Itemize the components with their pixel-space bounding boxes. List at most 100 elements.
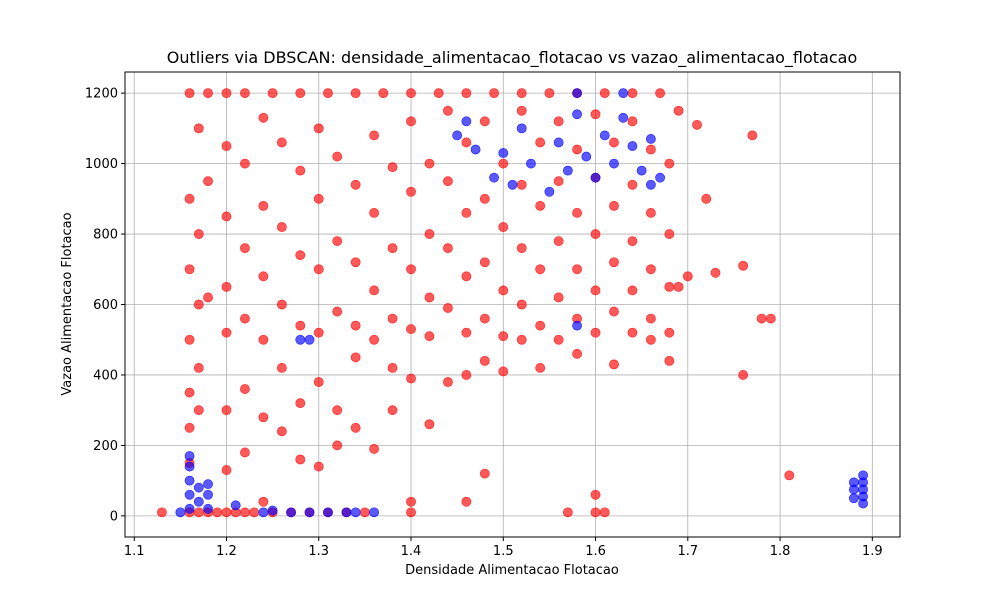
data-point xyxy=(221,465,232,475)
data-point xyxy=(212,507,223,518)
data-point xyxy=(443,243,453,254)
data-point xyxy=(544,186,555,197)
data-point xyxy=(230,500,241,511)
data-point xyxy=(738,370,749,380)
data-point xyxy=(304,507,315,518)
data-point xyxy=(479,257,490,268)
data-point xyxy=(193,123,204,134)
data-point xyxy=(184,489,195,500)
data-point xyxy=(498,158,509,169)
data-point xyxy=(221,281,232,292)
y-tick-label: 0 xyxy=(110,509,118,524)
data-point xyxy=(618,88,629,99)
data-point xyxy=(553,292,564,303)
data-point xyxy=(599,130,610,141)
data-point xyxy=(276,363,287,373)
data-point xyxy=(240,243,250,254)
data-point xyxy=(267,505,278,516)
data-point xyxy=(240,158,250,169)
data-point xyxy=(203,479,213,490)
data-point xyxy=(332,236,343,246)
data-point xyxy=(267,88,278,99)
data-point xyxy=(424,331,435,342)
data-point xyxy=(535,137,546,148)
data-point xyxy=(221,405,232,416)
data-point xyxy=(193,405,204,416)
data-point xyxy=(645,334,656,345)
data-point xyxy=(609,359,619,370)
x-tick-label: 1.3 xyxy=(308,544,329,559)
data-point xyxy=(424,229,435,239)
data-point xyxy=(286,507,296,518)
data-point xyxy=(406,116,416,127)
data-point xyxy=(424,292,435,303)
data-point xyxy=(461,496,472,507)
data-point xyxy=(572,264,582,275)
data-point xyxy=(461,370,472,380)
data-point xyxy=(590,507,601,518)
data-point xyxy=(341,507,352,518)
data-point xyxy=(203,88,213,99)
data-point xyxy=(240,447,250,458)
data-point xyxy=(258,496,269,507)
data-point xyxy=(461,327,472,338)
data-point xyxy=(258,200,269,211)
x-tick-label: 1.5 xyxy=(493,544,514,559)
data-point xyxy=(387,243,398,254)
data-point xyxy=(516,179,527,190)
data-point xyxy=(221,507,232,518)
data-point xyxy=(572,109,582,120)
data-point xyxy=(258,112,269,123)
data-point xyxy=(295,334,306,345)
data-point xyxy=(184,503,195,514)
data-point xyxy=(479,193,490,204)
grid-lines xyxy=(125,72,900,537)
data-point xyxy=(609,158,619,169)
data-point xyxy=(332,405,343,416)
data-point xyxy=(562,165,573,176)
data-point xyxy=(350,352,361,363)
y-tick-label: 200 xyxy=(93,439,118,454)
data-point xyxy=(258,271,269,282)
data-point xyxy=(175,507,186,518)
data-point xyxy=(387,313,398,324)
data-point xyxy=(479,355,490,366)
data-point xyxy=(590,172,601,183)
data-point xyxy=(313,327,324,338)
data-point xyxy=(350,507,361,518)
data-point xyxy=(193,363,204,373)
data-point xyxy=(627,116,638,127)
data-point xyxy=(664,229,675,239)
data-point xyxy=(406,186,416,197)
data-point xyxy=(433,88,444,99)
data-point xyxy=(276,299,287,310)
data-point xyxy=(590,285,601,296)
data-point xyxy=(498,331,509,342)
data-point xyxy=(498,366,509,377)
data-point xyxy=(701,193,712,204)
data-point xyxy=(516,123,527,134)
data-point xyxy=(516,334,527,345)
data-point xyxy=(479,313,490,324)
data-point xyxy=(184,264,195,275)
data-point xyxy=(645,313,656,324)
data-point xyxy=(157,507,167,518)
data-point xyxy=(664,355,675,366)
data-point xyxy=(313,123,324,134)
data-point xyxy=(535,200,546,211)
data-point xyxy=(747,130,758,141)
y-tick-label: 1000 xyxy=(85,157,118,172)
data-point xyxy=(627,179,638,190)
data-point xyxy=(369,444,380,454)
y-axis-ticks: 0 200 400 600 800 1000 1200 xyxy=(85,87,125,524)
data-point xyxy=(387,162,398,173)
data-point xyxy=(295,250,306,261)
data-point xyxy=(350,88,361,99)
data-point xyxy=(184,461,195,472)
data-point xyxy=(572,348,582,359)
data-point xyxy=(461,137,472,148)
data-point xyxy=(590,229,601,239)
data-point xyxy=(184,422,195,433)
data-point xyxy=(507,179,518,190)
data-point xyxy=(590,489,601,500)
